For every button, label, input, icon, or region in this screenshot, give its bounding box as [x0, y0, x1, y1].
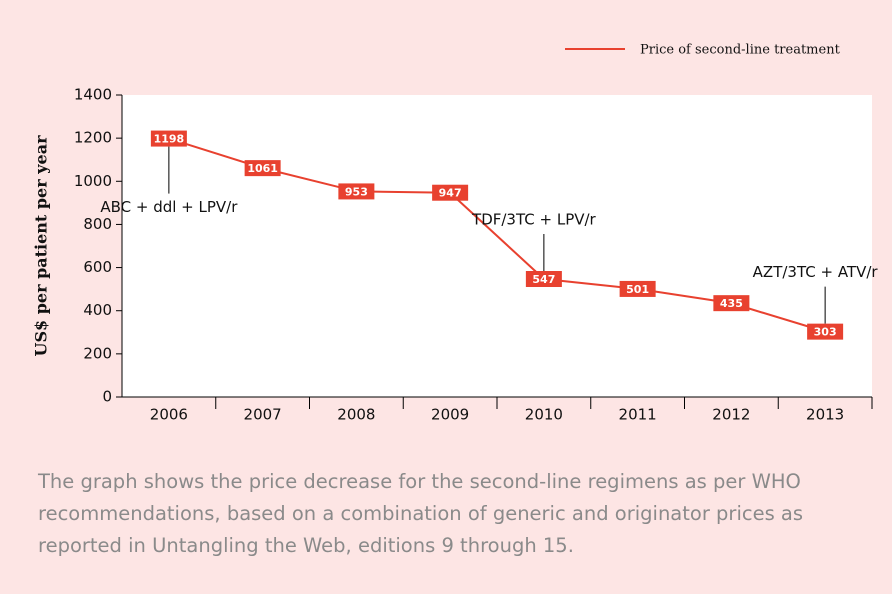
value-label-box	[807, 323, 844, 340]
caption: The graph shows the price decrease for t…	[38, 470, 804, 557]
y-tick-label: 0	[102, 388, 112, 406]
value-label: 1198	[154, 133, 185, 146]
value-label-box	[432, 184, 469, 201]
x-tick-label: 2011	[619, 406, 657, 424]
y-tick-label: 200	[83, 344, 112, 362]
y-tick-label: 600	[83, 258, 112, 276]
value-label-box	[338, 183, 375, 200]
value-label: 435	[720, 297, 743, 310]
y-axis-label: US$ per patient per year	[32, 135, 51, 357]
y-tick-label: 1400	[74, 86, 112, 104]
legend-label: Price of second-line treatment	[640, 43, 841, 58]
plot-area	[122, 95, 872, 397]
value-label: 953	[345, 185, 368, 198]
x-tick-label: 2008	[337, 406, 375, 424]
value-label-box	[244, 160, 281, 177]
value-label-box	[150, 130, 187, 147]
value-label: 501	[626, 283, 649, 296]
y-tick-label: 1000	[74, 172, 112, 190]
x-tick-label: 2009	[431, 406, 469, 424]
value-label-box	[525, 271, 562, 288]
y-tick-label: 1200	[74, 129, 112, 147]
y-tick-label: 800	[83, 215, 112, 233]
value-label: 1061	[247, 162, 278, 175]
x-tick-label: 2012	[712, 406, 750, 424]
value-label: 303	[814, 326, 837, 339]
chart: Price of second-line treatment US$ per p…	[32, 43, 879, 424]
x-tick-label: 2007	[244, 406, 282, 424]
annotation: TDF/3TC + LPV/r	[471, 211, 597, 229]
x-tick-label: 2010	[525, 406, 563, 424]
value-label: 547	[532, 273, 555, 286]
value-label: 947	[439, 187, 462, 200]
x-tick-label: 2006	[150, 406, 188, 424]
annotation: AZT/3TC + ATV/r	[753, 263, 879, 281]
value-label-box	[619, 280, 656, 297]
x-tick-label: 2013	[806, 406, 844, 424]
value-label-box	[713, 295, 750, 312]
y-tick-label: 400	[83, 301, 112, 319]
annotation: ABC + ddl + LPV/r	[100, 198, 238, 216]
